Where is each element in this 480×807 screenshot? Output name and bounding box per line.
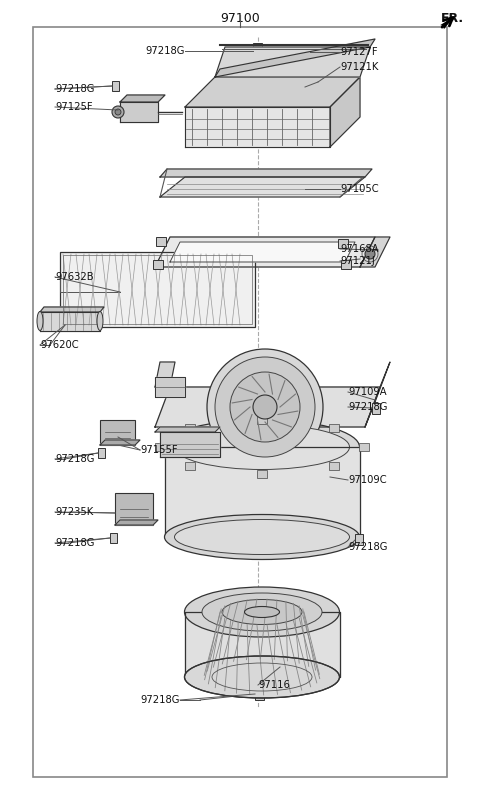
Text: 97218G: 97218G <box>141 695 180 705</box>
Ellipse shape <box>165 515 360 559</box>
Text: 97155F: 97155F <box>140 445 178 455</box>
Text: 97109C: 97109C <box>348 475 386 485</box>
Circle shape <box>253 395 277 419</box>
Bar <box>63 255 252 324</box>
Ellipse shape <box>184 656 339 698</box>
Polygon shape <box>215 39 375 77</box>
Text: FR.: FR. <box>441 12 464 25</box>
Bar <box>153 260 163 269</box>
Text: 97218G: 97218G <box>348 402 387 412</box>
Bar <box>112 81 119 91</box>
Ellipse shape <box>37 312 43 331</box>
Text: 97632B: 97632B <box>55 272 94 282</box>
Bar <box>329 462 339 470</box>
Bar <box>185 424 195 432</box>
Text: 97218G: 97218G <box>55 84 95 94</box>
Bar <box>359 443 369 451</box>
Polygon shape <box>155 237 375 267</box>
Bar <box>341 260 351 269</box>
Text: 97218G: 97218G <box>348 542 387 552</box>
Bar <box>110 533 117 543</box>
Polygon shape <box>185 77 360 107</box>
Bar <box>253 43 262 55</box>
Polygon shape <box>160 169 372 177</box>
Polygon shape <box>155 377 185 397</box>
Polygon shape <box>120 102 158 122</box>
Circle shape <box>365 249 375 259</box>
Text: 97218G: 97218G <box>55 538 95 548</box>
Polygon shape <box>40 312 100 331</box>
Bar <box>372 403 380 414</box>
Bar <box>255 687 264 700</box>
Ellipse shape <box>184 587 339 637</box>
Ellipse shape <box>175 520 349 554</box>
Text: 97235K: 97235K <box>55 507 93 517</box>
Ellipse shape <box>165 420 360 475</box>
Polygon shape <box>365 362 390 427</box>
Text: 97109A: 97109A <box>348 387 386 397</box>
Ellipse shape <box>202 593 322 631</box>
Polygon shape <box>215 47 370 77</box>
Polygon shape <box>155 387 380 427</box>
Polygon shape <box>100 440 140 445</box>
Polygon shape <box>160 432 220 457</box>
Ellipse shape <box>97 312 103 331</box>
Bar <box>33 27 447 777</box>
Polygon shape <box>155 362 175 387</box>
Ellipse shape <box>222 600 302 625</box>
Text: 97125F: 97125F <box>55 102 93 112</box>
Text: 97218G: 97218G <box>55 454 95 464</box>
Circle shape <box>207 349 323 465</box>
Polygon shape <box>160 177 365 197</box>
Polygon shape <box>165 447 360 537</box>
Text: 97127F: 97127F <box>340 47 378 57</box>
Bar <box>355 534 363 545</box>
Bar <box>338 239 348 248</box>
Bar <box>98 448 105 458</box>
Polygon shape <box>40 307 104 312</box>
Bar <box>155 443 165 451</box>
Text: 97121K: 97121K <box>340 62 378 72</box>
Text: 97105C: 97105C <box>340 184 379 194</box>
Polygon shape <box>115 520 158 525</box>
Ellipse shape <box>244 607 279 617</box>
Bar <box>257 470 267 478</box>
Ellipse shape <box>175 424 349 470</box>
Polygon shape <box>120 95 165 102</box>
Text: 97218G: 97218G <box>145 46 185 56</box>
Bar <box>115 493 153 525</box>
Bar <box>60 252 255 327</box>
Polygon shape <box>185 107 330 147</box>
Bar <box>185 462 195 470</box>
Bar <box>156 237 166 246</box>
Text: 97116: 97116 <box>258 680 290 690</box>
Circle shape <box>215 357 315 457</box>
Polygon shape <box>360 237 390 267</box>
Polygon shape <box>330 77 360 147</box>
Text: 97168A: 97168A <box>340 244 379 254</box>
Bar <box>100 420 135 445</box>
Bar <box>329 424 339 432</box>
Polygon shape <box>155 427 220 432</box>
Circle shape <box>115 109 121 115</box>
Polygon shape <box>185 612 340 677</box>
Bar <box>257 416 267 424</box>
Circle shape <box>112 106 124 118</box>
Circle shape <box>230 372 300 442</box>
Text: 97620C: 97620C <box>40 340 79 350</box>
Text: 97121J: 97121J <box>340 256 375 266</box>
Polygon shape <box>170 242 355 262</box>
Text: 97100: 97100 <box>220 12 260 25</box>
